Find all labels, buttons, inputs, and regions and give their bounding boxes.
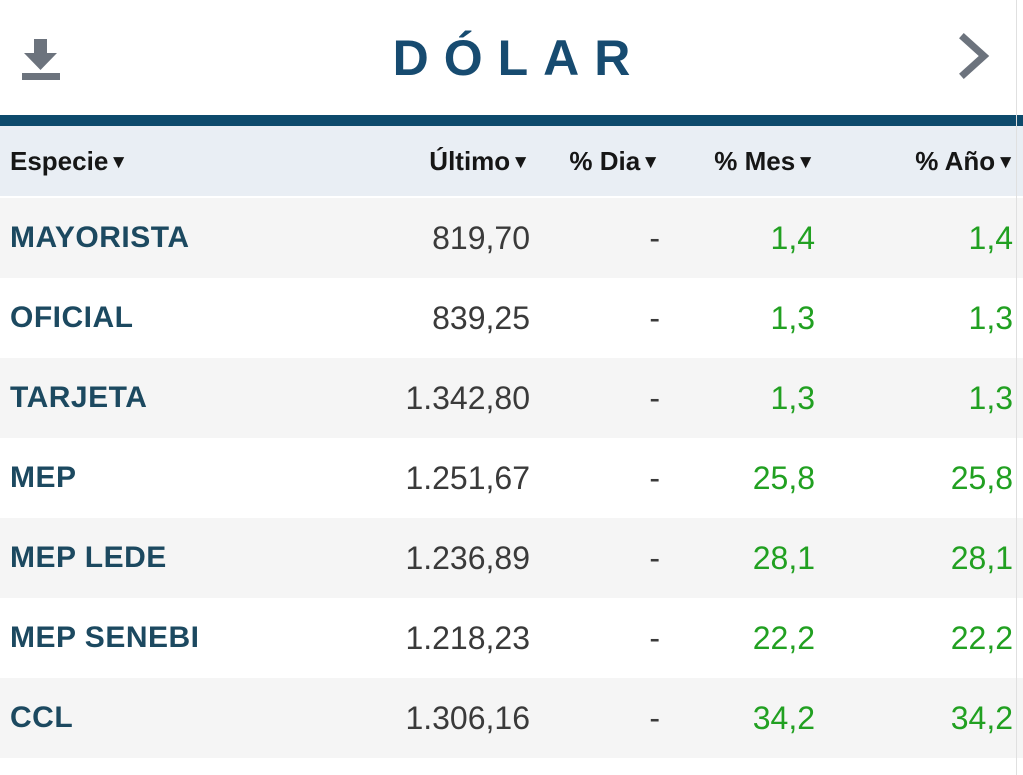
cell-dia: - <box>530 678 660 758</box>
cell-especie: MAYORISTA <box>0 197 290 278</box>
cell-dia: - <box>530 438 660 518</box>
column-header-dia[interactable]: % Dia▼ <box>530 126 660 198</box>
cell-mes: 25,8 <box>660 438 815 518</box>
cell-mes: 22,2 <box>660 598 815 678</box>
header-divider <box>0 115 1023 126</box>
cell-mes: 1,3 <box>660 358 815 438</box>
cell-anio: 22,2 <box>815 598 1023 678</box>
cell-anio: 34,2 <box>815 678 1023 758</box>
column-label: Especie <box>10 145 109 176</box>
column-label: % Año <box>915 145 996 176</box>
cell-ultimo: 1.218,23 <box>290 598 530 678</box>
cell-ultimo: 1.342,80 <box>290 358 530 438</box>
quotes-table: Especie▼ Último▼% Dia▼% Mes▼% Año▼ MAYORI… <box>0 126 1023 758</box>
table-row[interactable]: OFICIAL 839,25-1,3 1,3 <box>0 278 1023 358</box>
cell-anio: 1,3 <box>815 358 1023 438</box>
sort-desc-icon: ▼ <box>641 151 660 173</box>
cell-ultimo: 1.306,16 <box>290 678 530 758</box>
cell-ultimo: 1.236,89 <box>290 518 530 598</box>
column-label: Último <box>429 145 511 176</box>
chevron-right-icon <box>957 32 991 83</box>
sort-desc-icon: ▼ <box>511 151 530 173</box>
cell-mes: 1,3 <box>660 278 815 358</box>
cell-dia: - <box>530 518 660 598</box>
cell-anio: 1,4 <box>815 197 1023 278</box>
cell-dia: - <box>530 197 660 278</box>
card-header: DÓLAR <box>0 0 1023 115</box>
cell-dia: - <box>530 278 660 358</box>
quotes-table-body: MAYORISTA 819,70-1,4 1,4 OFICIAL 839,25-1,3 1… <box>0 197 1023 758</box>
cell-anio: 25,8 <box>815 438 1023 518</box>
cell-mes: 1,4 <box>660 197 815 278</box>
column-label: % Dia <box>569 145 641 176</box>
cell-anio: 28,1 <box>815 518 1023 598</box>
download-button[interactable] <box>17 0 65 115</box>
cell-especie: TARJETA <box>0 358 290 438</box>
sort-desc-icon: ▼ <box>996 151 1015 173</box>
table-header-row: Especie▼ Último▼% Dia▼% Mes▼% Año▼ <box>0 126 1023 198</box>
column-label: % Mes <box>714 145 796 176</box>
cell-dia: - <box>530 358 660 438</box>
cell-ultimo: 819,70 <box>290 197 530 278</box>
cell-anio: 1,3 <box>815 278 1023 358</box>
table-row[interactable]: CCL 1.306,16-34,2 34,2 <box>0 678 1023 758</box>
table-row[interactable]: MEP LEDE 1.236,89-28,1 28,1 <box>0 518 1023 598</box>
column-header-especie[interactable]: Especie▼ <box>0 126 290 198</box>
cell-mes: 34,2 <box>660 678 815 758</box>
card-right-edge <box>1016 0 1017 775</box>
table-row[interactable]: TARJETA 1.342,80-1,3 1,3 <box>0 358 1023 438</box>
card-title: DÓLAR <box>392 29 646 86</box>
next-button[interactable] <box>957 0 991 115</box>
table-row[interactable]: MEP SENEBI 1.218,23-22,2 22,2 <box>0 598 1023 678</box>
cell-ultimo: 1.251,67 <box>290 438 530 518</box>
column-header-ultimo[interactable]: Último▼ <box>290 126 530 198</box>
download-icon <box>17 31 65 84</box>
cell-especie: MEP LEDE <box>0 518 290 598</box>
cell-mes: 28,1 <box>660 518 815 598</box>
table-row[interactable]: MAYORISTA 819,70-1,4 1,4 <box>0 197 1023 278</box>
cell-especie: OFICIAL <box>0 278 290 358</box>
cell-ultimo: 839,25 <box>290 278 530 358</box>
sort-desc-icon: ▼ <box>796 151 815 173</box>
cell-especie: MEP <box>0 438 290 518</box>
sort-desc-icon: ▼ <box>109 151 129 173</box>
table-row[interactable]: MEP 1.251,67-25,8 25,8 <box>0 438 1023 518</box>
cell-especie: CCL <box>0 678 290 758</box>
column-header-anio[interactable]: % Año▼ <box>815 126 1023 198</box>
column-header-mes[interactable]: % Mes▼ <box>660 126 815 198</box>
cell-especie: MEP SENEBI <box>0 598 290 678</box>
cell-dia: - <box>530 598 660 678</box>
